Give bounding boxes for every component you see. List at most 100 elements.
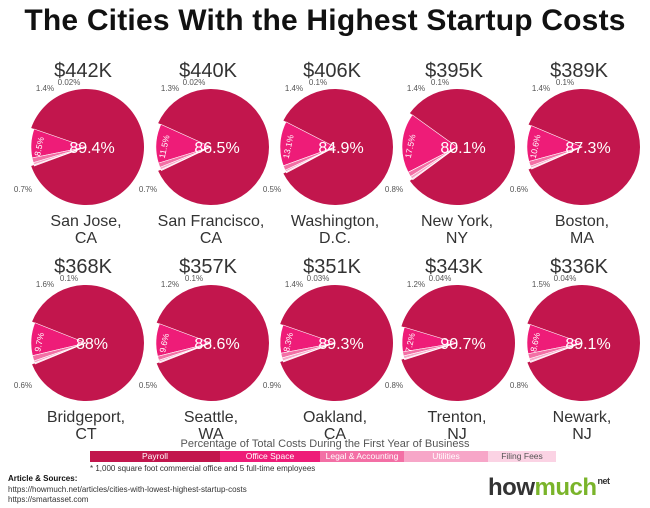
label-office-space-san-francisco-ca: 11.5% [157, 134, 172, 159]
howmuch-logo[interactable]: howmuchnet [488, 474, 610, 502]
slice-filing-fees-san-jose-ca [33, 146, 87, 167]
slice-payroll-washington-d-c [283, 88, 393, 205]
city-state-san-jose-ca: CA [75, 230, 98, 247]
label-legal-accounting-seattle-wa: 1.2% [161, 280, 179, 289]
label-legal-accounting-oakland-ca: 1.4% [285, 280, 303, 289]
slice-filing-fees-washington-d-c [285, 146, 336, 174]
label-office-space-san-jose-ca: 8.5% [32, 136, 46, 157]
slice-filing-fees-seattle-wa [158, 342, 212, 364]
label-legal-accounting-newark-nj: 1.5% [532, 280, 550, 289]
label-legal-accounting-san-jose-ca: 1.4% [36, 84, 54, 93]
logo-how: how [488, 474, 535, 501]
label-office-space-seattle-wa: 9.6% [157, 332, 171, 353]
legend-title: Percentage of Total Costs During the Fir… [180, 438, 470, 450]
city-state-seattle-wa: WA [198, 426, 224, 440]
slice-filing-fees-new-york-ny [411, 146, 458, 181]
legend-office-space: Office Space [220, 451, 320, 462]
legend-filing-fees: Filing Fees [488, 451, 556, 462]
label-payroll-san-francisco-ca: 86.5% [194, 140, 239, 157]
total-trenton-nj: $343K [425, 256, 483, 278]
label-utilities-bridgeport-ct: 0.6% [14, 381, 32, 390]
total-san-jose-ca: $442K [54, 60, 112, 82]
slice-payroll-boston-ma [528, 88, 641, 206]
label-utilities-newark-nj: 0.8% [510, 381, 528, 390]
total-boston-ma: $389K [550, 60, 608, 82]
pie-boston-ma [526, 88, 641, 206]
pie-san-francisco-ca [155, 89, 269, 206]
pie-washington-d-c [279, 88, 393, 205]
label-payroll-bridgeport-ct: 88% [76, 336, 108, 353]
label-filing-fees-san-francisco-ca: 0.02% [183, 78, 206, 87]
city-name-newark-nj: Newark, [553, 409, 612, 426]
label-filing-fees-oakland-ca: 0.03% [307, 274, 330, 283]
total-newark-nj: $336K [550, 256, 608, 278]
label-legal-accounting-trenton-nj: 1.2% [407, 280, 425, 289]
pie-oakland-ca [279, 285, 394, 401]
legend-payroll: Payroll [90, 451, 220, 462]
city-name-boston-ma: Boston, [555, 213, 609, 230]
label-filing-fees-newark-nj: 0.04% [554, 274, 577, 283]
slice-filing-fees-san-francisco-ca [160, 146, 212, 172]
label-office-space-newark-nj: 8.6% [528, 331, 542, 352]
slice-payroll-seattle-wa [156, 285, 270, 401]
city-name-oakland-ca: Oakland, [303, 409, 367, 426]
city-state-new-york-ny: NY [446, 230, 469, 247]
label-utilities-washington-d-c: 0.5% [263, 185, 281, 194]
slice-payroll-san-francisco-ca [158, 89, 269, 206]
city-state-washington-d-c: D.C. [319, 230, 351, 247]
label-office-space-washington-d-c: 13.1% [281, 133, 296, 159]
total-washington-d-c: $406K [303, 60, 361, 82]
city-name-washington-d-c: Washington, [291, 213, 379, 230]
slice-filing-fees-boston-ma [530, 146, 583, 170]
footnote: * 1,000 square foot commercial office an… [90, 464, 316, 473]
slice-payroll-bridgeport-ct [32, 285, 144, 401]
city-name-bridgeport-ct: Bridgeport, [47, 409, 125, 426]
city-state-boston-ma: MA [570, 230, 594, 247]
label-utilities-new-york-ny: 0.8% [385, 185, 403, 194]
city-name-new-york-ny: New York, [421, 213, 493, 230]
total-seattle-wa: $357K [179, 256, 237, 278]
pie-san-jose-ca [30, 89, 145, 205]
pie-newark-nj [526, 285, 640, 401]
label-payroll-newark-nj: 89.1% [565, 336, 610, 353]
label-office-space-new-york-ny: 17.5% [403, 133, 418, 159]
source-link-smartasset[interactable]: https://smartasset.com [8, 495, 89, 504]
label-legal-accounting-bridgeport-ct: 1.6% [36, 280, 54, 289]
label-payroll-new-york-ny: 80.1% [440, 140, 485, 157]
city-state-oakland-ca: CA [324, 426, 347, 440]
label-office-space-trenton-nj: 7.2% [403, 332, 417, 353]
legend-utilities: Utilities [404, 451, 488, 462]
city-name-trenton-nj: Trenton, [428, 409, 487, 426]
total-new-york-ny: $395K [425, 60, 483, 82]
label-filing-fees-san-jose-ca: 0.02% [58, 78, 81, 87]
label-payroll-trenton-nj: 90.7% [440, 336, 485, 353]
legend: Payroll Office Space Legal & Accounting … [90, 451, 556, 462]
pie-new-york-ny [401, 89, 515, 205]
label-utilities-boston-ma: 0.6% [510, 185, 528, 194]
label-utilities-san-francisco-ca: 0.7% [139, 185, 157, 194]
sources: Article & Sources: https://howmuch.net/a… [8, 474, 247, 506]
city-name-seattle-wa: Seattle, [184, 409, 238, 426]
label-payroll-seattle-wa: 88.6% [194, 336, 239, 353]
label-utilities-seattle-wa: 0.5% [139, 381, 157, 390]
slice-payroll-san-jose-ca [31, 89, 145, 205]
slice-filing-fees-bridgeport-ct [34, 342, 87, 365]
label-legal-accounting-washington-d-c: 1.4% [285, 84, 303, 93]
label-filing-fees-washington-d-c: 0.1% [309, 78, 327, 87]
label-legal-accounting-san-francisco-ca: 1.3% [161, 84, 179, 93]
label-payroll-washington-d-c: 84.9% [318, 140, 363, 157]
label-utilities-oakland-ca: 0.9% [263, 381, 281, 390]
logo-much: much [534, 474, 598, 501]
pie-seattle-wa [155, 285, 270, 401]
label-filing-fees-seattle-wa: 0.1% [185, 274, 203, 283]
source-link-howmuch[interactable]: https://howmuch.net/articles/cities-with… [8, 484, 247, 494]
label-filing-fees-trenton-nj: 0.04% [429, 274, 452, 283]
logo-net: net [597, 476, 611, 486]
label-utilities-trenton-nj: 0.8% [385, 381, 403, 390]
label-payroll-boston-ma: 87.3% [565, 140, 610, 157]
city-state-newark-nj: NJ [572, 426, 592, 440]
label-office-space-boston-ma: 10.6% [528, 133, 543, 159]
total-oakland-ca: $351K [303, 256, 361, 278]
city-state-san-francisco-ca: CA [200, 230, 223, 247]
